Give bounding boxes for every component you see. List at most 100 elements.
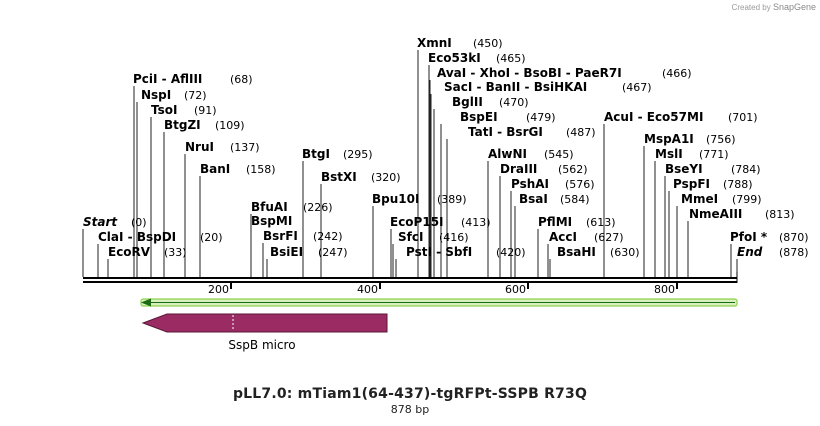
cut-position: (479) (526, 111, 556, 124)
cut-position: (137) (230, 141, 260, 154)
enzyme-name[interactable]: PfoI * (730, 230, 768, 244)
cut-site-lines (82, 50, 738, 277)
cut-position: (465) (496, 52, 526, 65)
enzyme-name[interactable]: XmnI (417, 36, 452, 50)
enzyme-name[interactable]: AlwNI (488, 147, 527, 161)
enzyme-name[interactable]: BtgI (302, 147, 330, 161)
cut-position: (627) (594, 231, 624, 244)
enzyme-name[interactable]: DraIII (500, 162, 537, 176)
cut-position: (630) (610, 246, 640, 259)
ruler-label: 800 (654, 283, 675, 296)
cut-position: (584) (560, 193, 590, 206)
map-length: 878 bp (390, 403, 430, 416)
cut-position: (813) (765, 208, 795, 221)
ruler-label: 400 (357, 283, 378, 296)
enzyme-name[interactable]: PciI - AflIII (133, 72, 202, 86)
cut-position: (247) (318, 246, 348, 259)
enzyme-name[interactable]: EcoP15I (390, 215, 444, 229)
enzyme-name[interactable]: BsiEI (270, 245, 303, 259)
enzyme-name[interactable]: SacI - BanII - BsiHKAI (444, 80, 587, 94)
snapgene-credit: Created by SnapGene (732, 2, 816, 12)
enzyme-name[interactable]: MslI (655, 147, 683, 161)
enzyme-name[interactable]: AcuI - Eco57MI (604, 110, 703, 124)
cut-position: (784) (731, 163, 761, 176)
enzyme-name[interactable]: PstI - SbfI (406, 245, 472, 259)
cut-position: (20) (200, 231, 223, 244)
cut-position: (878) (779, 246, 809, 259)
map-title: pLL7.0: mTiam1(64-437)-tgRFPt-SSPB R73Q (232, 386, 588, 402)
cut-position: (389) (437, 193, 467, 206)
cut-position: (771) (699, 148, 729, 161)
cut-position: (320) (371, 171, 401, 184)
cut-position: (466) (662, 67, 692, 80)
cut-position: (0) (131, 216, 147, 229)
enzyme-name[interactable]: BsrFI (263, 229, 298, 243)
enzyme-name[interactable]: BsaHI (557, 245, 596, 259)
ruler-label: 200 (208, 283, 229, 296)
cut-position: (799) (732, 193, 762, 206)
enzyme-name[interactable]: PspFI (673, 177, 710, 191)
enzyme-name[interactable]: ClaI - BspDI (98, 230, 176, 244)
enzyme-name[interactable]: BseYI (665, 162, 703, 176)
enzyme-name[interactable]: Eco53kI (428, 51, 481, 65)
credit-prefix: Created by (731, 3, 771, 12)
cut-position: (226) (303, 201, 333, 214)
cut-position: (420) (496, 246, 526, 259)
enzyme-name[interactable]: BsaI (519, 192, 548, 206)
cut-position: (467) (622, 81, 652, 94)
enzyme-name[interactable]: BfuAI (251, 200, 288, 214)
enzyme-name[interactable]: AvaI - XhoI - BsoBI - PaeR7I (437, 66, 622, 80)
cut-position: (109) (215, 119, 245, 132)
feature-sspb-micro[interactable]: SspB micro (141, 313, 388, 352)
enzyme-name[interactable]: NruI (185, 140, 214, 154)
enzyme-name[interactable]: MspA1I (644, 132, 694, 146)
primer-arrow[interactable] (140, 298, 738, 307)
cut-position: (242) (313, 230, 343, 243)
enzyme-name[interactable]: Bpu10I (372, 192, 419, 206)
enzyme-name[interactable]: BspEI (460, 110, 498, 124)
cut-position: (870) (779, 231, 809, 244)
primer-arrowhead (141, 298, 151, 307)
cut-position: (158) (246, 163, 276, 176)
enzyme-name[interactable]: NmeAIII (689, 207, 742, 221)
enzyme-name[interactable]: BglII (452, 95, 483, 109)
enzyme-name[interactable]: PflMI (538, 215, 572, 229)
cut-position: (72) (184, 89, 207, 102)
enzyme-name[interactable]: Start (83, 215, 118, 229)
cut-position: (545) (544, 148, 574, 161)
enzyme-name[interactable]: MmeI (681, 192, 718, 206)
cut-position: (33) (164, 246, 187, 259)
snapgene-logo: SnapGene (772, 2, 816, 12)
cut-position: (701) (728, 111, 758, 124)
enzyme-name[interactable]: NspI (141, 88, 171, 102)
enzyme-name[interactable]: EcoRV (108, 245, 151, 259)
cut-position: (450) (473, 37, 503, 50)
enzyme-name[interactable]: BspMI (251, 214, 292, 228)
feature-label: SspB micro (228, 338, 295, 352)
enzyme-name[interactable]: SfcI (398, 230, 423, 244)
cut-position: (295) (343, 148, 373, 161)
enzyme-name[interactable]: TatI - BsrGI (468, 125, 543, 139)
enzyme-name[interactable]: PshAI (511, 177, 549, 191)
cut-position: (487) (566, 126, 596, 139)
cut-position: (562) (558, 163, 588, 176)
enzyme-name[interactable]: TsoI (151, 103, 177, 117)
cut-position: (576) (565, 178, 595, 191)
cut-position: (413) (461, 216, 491, 229)
enzyme-name[interactable]: BanI (200, 162, 230, 176)
enzyme-name[interactable]: AccI (549, 230, 577, 244)
feature-arrow (141, 313, 388, 333)
ruler-label: 600 (505, 283, 526, 296)
cut-position: (756) (706, 133, 736, 146)
enzyme-name[interactable]: End (737, 245, 763, 259)
cut-position: (91) (194, 104, 217, 117)
cut-position: (613) (586, 216, 616, 229)
cut-position: (788) (723, 178, 753, 191)
cut-site-labels: XmnI (450)Eco53kI (465)AvaI - XhoI - BsoBI… (83, 36, 809, 259)
enzyme-name[interactable]: BtgZI (164, 118, 201, 132)
enzyme-name[interactable]: BstXI (321, 170, 357, 184)
cut-position: (416) (439, 231, 469, 244)
ruler: 200 400 600 800 (208, 283, 678, 296)
cut-position: (68) (230, 73, 253, 86)
